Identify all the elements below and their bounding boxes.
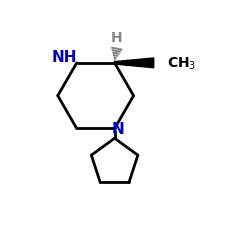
Text: NH: NH (52, 50, 77, 66)
Polygon shape (114, 58, 154, 68)
Text: CH$_3$: CH$_3$ (167, 56, 196, 72)
Text: H: H (111, 32, 123, 46)
Text: N: N (112, 122, 125, 137)
